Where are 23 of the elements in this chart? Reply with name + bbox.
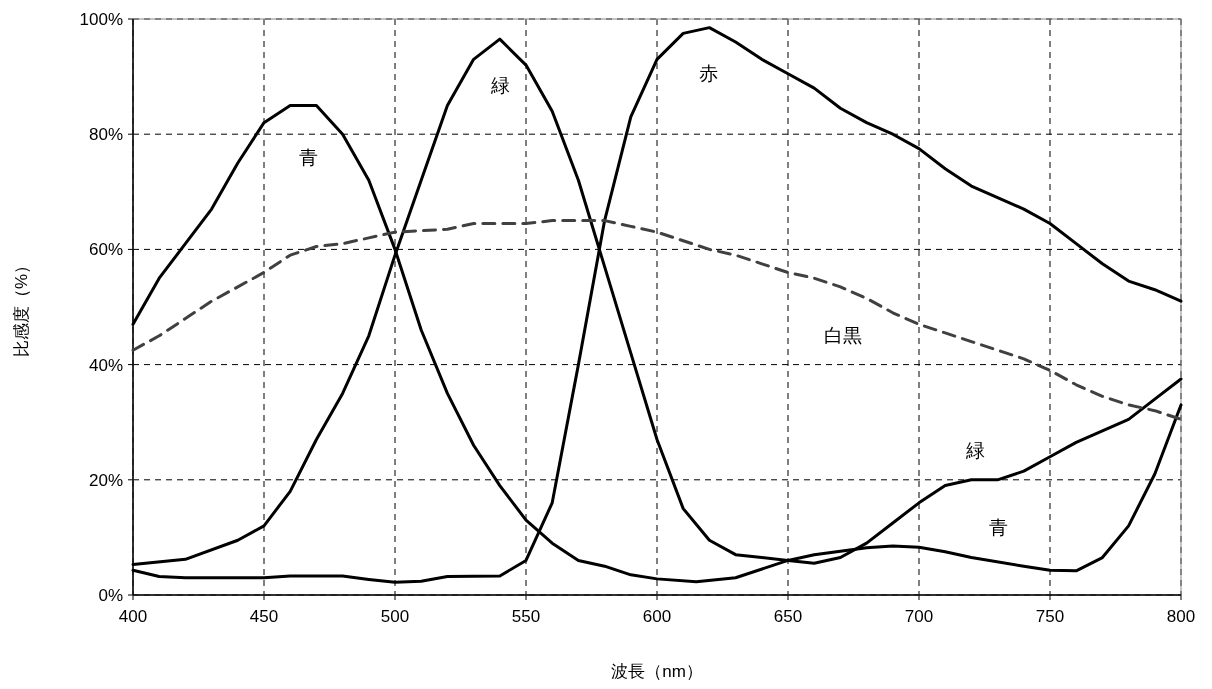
y-tick-label: 20%	[88, 470, 123, 490]
annotation: 青	[988, 517, 1008, 538]
annotation: 青	[298, 147, 318, 168]
annotation: 白黒	[824, 325, 862, 346]
x-tick-label: 800	[1166, 607, 1196, 626]
y-tick-label: 0%	[98, 586, 123, 605]
y-tick-label: 80%	[88, 125, 123, 145]
x-tick-label: 450	[249, 607, 279, 626]
annotation: 緑	[964, 440, 985, 461]
x-tick-label: 400	[118, 607, 148, 626]
x-tick-label: 750	[1035, 607, 1065, 626]
y-tick-label: 60%	[88, 240, 123, 260]
x-tick-label: 650	[773, 607, 803, 626]
y-tick-label: 40%	[88, 355, 123, 375]
annotation: 緑	[489, 75, 510, 96]
y-axis-title: 比感度（%）	[12, 256, 31, 358]
x-tick-label: 600	[642, 607, 672, 626]
annotation: 赤	[698, 63, 718, 84]
x-tick-label: 700	[904, 607, 934, 626]
x-axis-title: 波長（nm）	[611, 662, 703, 681]
x-tick-label: 500	[380, 607, 410, 626]
y-tick-label: 100%	[79, 10, 123, 29]
x-tick-label: 550	[511, 607, 541, 626]
